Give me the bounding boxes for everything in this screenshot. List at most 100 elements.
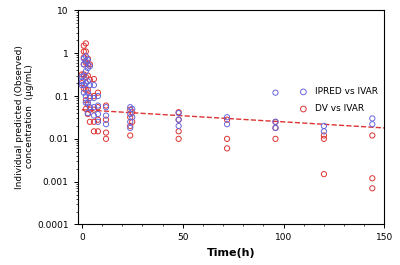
IPRED vs IVAR xyxy=(127,105,134,109)
IPRED vs IVAR xyxy=(79,75,85,79)
DV vs IVAR xyxy=(85,102,91,106)
DV vs IVAR xyxy=(87,120,93,124)
DV vs IVAR xyxy=(272,120,279,124)
IPRED vs IVAR xyxy=(103,122,109,126)
IPRED vs IVAR xyxy=(85,91,91,95)
DV vs IVAR xyxy=(224,146,230,151)
DV vs IVAR xyxy=(91,77,97,81)
DV vs IVAR xyxy=(321,172,327,176)
IPRED vs IVAR xyxy=(95,112,101,116)
DV vs IVAR xyxy=(83,49,89,54)
DV vs IVAR xyxy=(127,115,134,119)
IPRED vs IVAR xyxy=(79,83,85,87)
IPRED vs IVAR xyxy=(95,94,101,98)
DV vs IVAR xyxy=(176,137,182,141)
Y-axis label: Individual predicted (Observed)
 concentration  (μg/mL): Individual predicted (Observed) concentr… xyxy=(15,46,34,189)
DV vs IVAR xyxy=(87,108,93,112)
IPRED vs IVAR xyxy=(91,83,97,87)
IPRED vs IVAR xyxy=(85,100,91,105)
DV vs IVAR xyxy=(176,118,182,122)
DV vs IVAR xyxy=(81,43,87,48)
DV vs IVAR xyxy=(369,176,376,180)
DV vs IVAR xyxy=(87,62,93,67)
IPRED vs IVAR xyxy=(95,120,101,124)
DV vs IVAR xyxy=(103,137,109,141)
DV vs IVAR xyxy=(87,94,93,98)
DV vs IVAR xyxy=(85,62,91,67)
DV vs IVAR xyxy=(85,73,91,78)
DV vs IVAR xyxy=(272,126,279,130)
IPRED vs IVAR xyxy=(224,115,230,119)
IPRED vs IVAR xyxy=(129,107,136,111)
IPRED vs IVAR xyxy=(127,112,134,116)
IPRED vs IVAR xyxy=(95,103,101,108)
IPRED vs IVAR xyxy=(176,118,182,122)
IPRED vs IVAR xyxy=(79,79,85,83)
IPRED vs IVAR xyxy=(129,115,136,119)
IPRED vs IVAR xyxy=(81,83,87,87)
IPRED vs IVAR xyxy=(81,62,87,67)
IPRED vs IVAR xyxy=(83,94,89,98)
DV vs IVAR xyxy=(103,103,109,108)
IPRED vs IVAR xyxy=(81,73,87,78)
IPRED vs IVAR xyxy=(369,116,376,121)
IPRED vs IVAR xyxy=(87,105,93,109)
DV vs IVAR xyxy=(81,86,87,91)
DV vs IVAR xyxy=(79,72,85,77)
DV vs IVAR xyxy=(83,88,89,92)
DV vs IVAR xyxy=(321,137,327,141)
DV vs IVAR xyxy=(95,129,101,134)
IPRED vs IVAR xyxy=(321,129,327,134)
DV vs IVAR xyxy=(83,107,89,111)
IPRED vs IVAR xyxy=(91,113,97,118)
IPRED vs IVAR xyxy=(272,126,279,130)
IPRED vs IVAR xyxy=(83,59,89,63)
DV vs IVAR xyxy=(176,110,182,114)
IPRED vs IVAR xyxy=(87,96,93,100)
DV vs IVAR xyxy=(103,130,109,135)
IPRED vs IVAR xyxy=(272,91,279,95)
DV vs IVAR xyxy=(83,41,89,46)
DV vs IVAR xyxy=(83,98,89,102)
IPRED vs IVAR xyxy=(103,113,109,118)
DV vs IVAR xyxy=(85,56,91,61)
DV vs IVAR xyxy=(129,110,136,114)
IPRED vs IVAR xyxy=(321,124,327,128)
IPRED vs IVAR xyxy=(272,120,279,124)
IPRED vs IVAR xyxy=(85,66,91,70)
DV vs IVAR xyxy=(79,81,85,85)
DV vs IVAR xyxy=(224,118,230,122)
DV vs IVAR xyxy=(83,61,89,65)
DV vs IVAR xyxy=(91,94,97,98)
IPRED vs IVAR xyxy=(103,105,109,109)
IPRED vs IVAR xyxy=(81,56,87,61)
DV vs IVAR xyxy=(85,112,91,116)
DV vs IVAR xyxy=(127,124,134,128)
DV vs IVAR xyxy=(87,78,93,82)
DV vs IVAR xyxy=(95,105,101,109)
IPRED vs IVAR xyxy=(176,111,182,115)
DV vs IVAR xyxy=(369,133,376,138)
DV vs IVAR xyxy=(81,49,87,54)
IPRED vs IVAR xyxy=(127,126,134,130)
DV vs IVAR xyxy=(91,120,97,124)
IPRED vs IVAR xyxy=(85,58,91,62)
IPRED vs IVAR xyxy=(83,69,89,73)
DV vs IVAR xyxy=(91,129,97,134)
DV vs IVAR xyxy=(103,118,109,122)
IPRED vs IVAR xyxy=(91,96,97,100)
X-axis label: Time(h): Time(h) xyxy=(207,248,256,258)
DV vs IVAR xyxy=(224,137,230,141)
DV vs IVAR xyxy=(81,55,87,60)
DV vs IVAR xyxy=(91,108,97,112)
IPRED vs IVAR xyxy=(85,79,91,83)
DV vs IVAR xyxy=(81,72,87,77)
DV vs IVAR xyxy=(176,129,182,134)
Legend: IPRED vs IVAR, DV vs IVAR: IPRED vs IVAR, DV vs IVAR xyxy=(292,86,380,115)
IPRED vs IVAR xyxy=(81,91,87,95)
DV vs IVAR xyxy=(95,91,101,95)
IPRED vs IVAR xyxy=(176,124,182,128)
DV vs IVAR xyxy=(369,186,376,191)
IPRED vs IVAR xyxy=(91,105,97,109)
IPRED vs IVAR xyxy=(127,120,134,124)
